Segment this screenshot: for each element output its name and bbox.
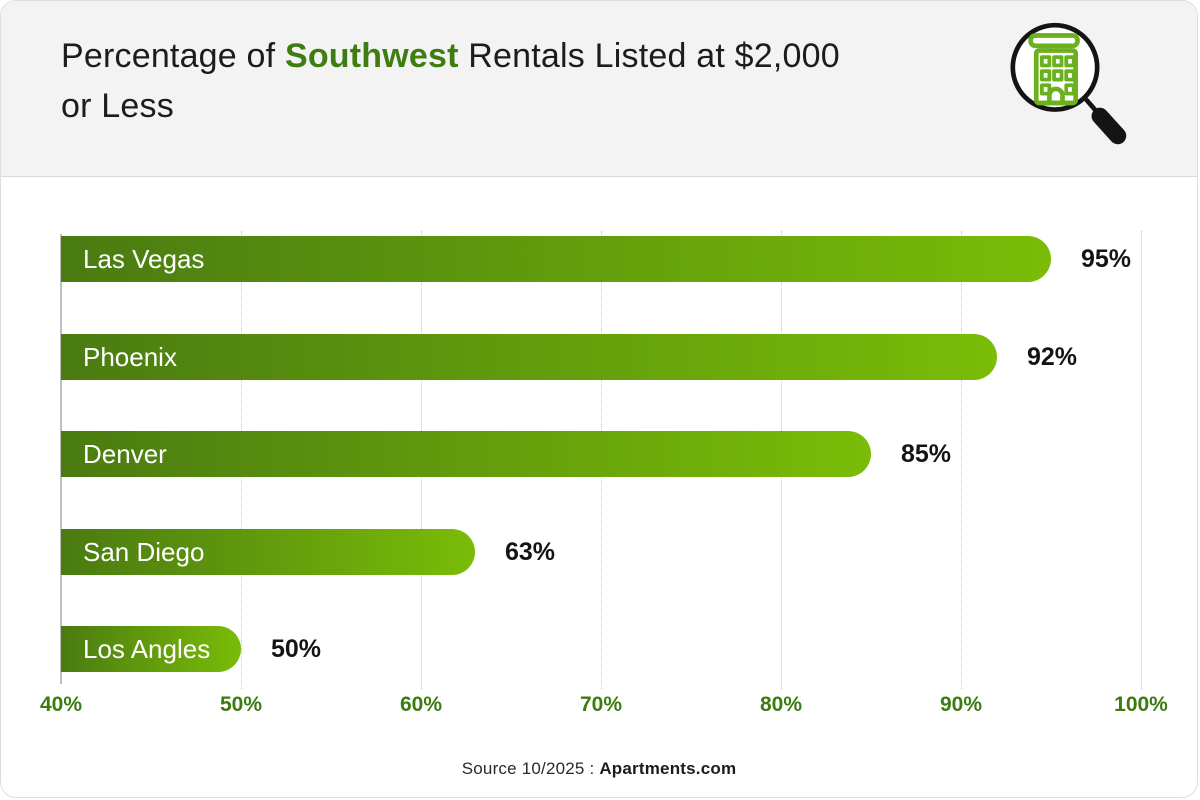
- bar-category-label: Las Vegas: [83, 244, 205, 274]
- page-title: Percentage of Southwest Rentals Listed a…: [61, 31, 861, 131]
- bar-value-label: 63%: [505, 537, 556, 566]
- bar-category-label: Denver: [83, 439, 167, 469]
- magnifier-building-svg: [1010, 22, 1127, 145]
- bar: San Diego: [61, 528, 475, 575]
- source-note: Source 10/2025 : Apartments.com: [1, 759, 1197, 779]
- x-tick-label: 60%: [399, 693, 443, 716]
- title-highlight: Southwest: [284, 37, 459, 75]
- bar-category-label: Los Angles: [83, 634, 211, 664]
- bar-category-label: Phoenix: [83, 341, 177, 372]
- title-suffix: Rentals Listed at $2,000 or Less: [61, 37, 840, 125]
- magnifier-building-icon: [995, 13, 1145, 163]
- bar-category-label: San Diego: [83, 536, 205, 567]
- bar-row: Las Vegas 95%: [61, 236, 1141, 282]
- x-tick-label: 100%: [1114, 693, 1168, 716]
- title-prefix: Percentage of: [61, 37, 285, 75]
- header: Percentage of Southwest Rentals Listed a…: [1, 1, 1197, 177]
- bar-row: Los Angles 50%: [61, 626, 1141, 672]
- x-tick-label: 80%: [759, 693, 803, 716]
- x-tick-label: 40%: [39, 693, 83, 716]
- bar: Phoenix: [61, 333, 997, 380]
- bar: Denver: [61, 431, 871, 477]
- bar-value-label: 50%: [271, 635, 322, 663]
- bar-value-label: 92%: [1027, 342, 1078, 371]
- x-tick-label: 90%: [939, 693, 983, 716]
- bar-row: San Diego 63%: [61, 528, 1141, 575]
- x-tick-label: 50%: [219, 693, 263, 716]
- bar: Los Angles: [61, 626, 241, 672]
- x-tick-label: 70%: [579, 693, 623, 716]
- bar-value-label: 85%: [901, 440, 952, 468]
- bar-row: Denver 85%: [61, 431, 1141, 477]
- bar-row: Phoenix 92%: [61, 333, 1141, 380]
- source-brand: Apartments.com: [599, 759, 737, 778]
- bar-value-label: 95%: [1081, 245, 1132, 273]
- gridline: [961, 231, 962, 689]
- bar: Las Vegas: [61, 236, 1051, 282]
- gridline: [1141, 231, 1142, 689]
- source-prefix: Source 10/2025 :: [461, 759, 600, 778]
